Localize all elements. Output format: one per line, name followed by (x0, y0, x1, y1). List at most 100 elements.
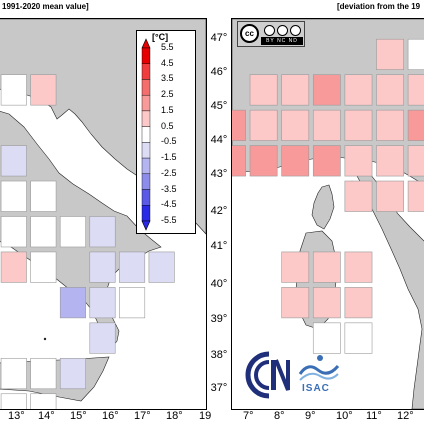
cc-license-badge[interactable]: cc BY NC ND (237, 21, 305, 47)
legend-tick-label: 4.5 (161, 57, 174, 68)
lat-label-45: 45° (210, 100, 228, 112)
grid-cell (407, 180, 424, 212)
grid-cell (0, 180, 27, 212)
lon-label-9: 9° (305, 410, 316, 422)
legend-band (141, 173, 151, 190)
grid-cell (89, 216, 116, 248)
legend-tick-label: -5.5 (161, 215, 177, 225)
legend-band (141, 79, 151, 96)
legend-tick-label: -4.5 (161, 199, 177, 210)
grid-cell (407, 145, 424, 177)
grid-cell (148, 251, 175, 283)
grid-cell (376, 180, 404, 212)
lon-label-14: 14° (38, 410, 55, 422)
lat-label-46: 46° (210, 66, 228, 78)
grid-cell (249, 145, 278, 177)
legend-band (141, 205, 151, 222)
nc-icon (277, 25, 288, 36)
lat-label-43: 43° (210, 168, 228, 180)
lat-label-47: 47° (210, 32, 228, 44)
grid-cell (0, 74, 27, 106)
nd-icon (290, 25, 301, 36)
grid-cell (59, 357, 86, 390)
grid-cell (376, 145, 404, 177)
lon-label-10: 10° (336, 410, 353, 422)
lon-label-18: 18° (166, 410, 183, 422)
lat-label-40: 40° (210, 278, 228, 290)
grid-cell (344, 287, 373, 319)
grid-cell (232, 145, 246, 177)
grid-cell (344, 109, 373, 141)
grid-cell (344, 145, 373, 177)
lat-label-41: 41° (210, 240, 228, 252)
grid-cell (312, 109, 341, 141)
grid-cells-right (232, 38, 424, 354)
legend-colorbar (141, 38, 151, 231)
cc-icon: cc (240, 24, 259, 43)
legend-band (141, 126, 151, 143)
lon-label-12: 12° (397, 410, 414, 422)
grid-cell (0, 357, 27, 390)
grid-cells-left (0, 74, 175, 409)
grid-cell (249, 109, 278, 141)
legend-band (141, 189, 151, 206)
grid-cell (281, 251, 310, 283)
grid-cell (312, 251, 341, 283)
grid-cell (344, 251, 373, 283)
island-ustica (43, 337, 47, 341)
isac-logo-text: ISAC (302, 383, 330, 394)
grid-cell (30, 251, 57, 283)
grid-cell (232, 109, 246, 141)
isac-wave-icon (298, 355, 340, 381)
grid-cell (30, 216, 57, 248)
grid-cell (281, 287, 310, 319)
legend-tick-label: -1.5 (161, 152, 177, 163)
legend-tick-label: -2.5 (161, 167, 177, 178)
legend-tick-label: 2.5 (161, 89, 174, 100)
grid-cell (0, 216, 27, 248)
legend-tick-label: 3.5 (161, 73, 174, 84)
legend-unit: [°C] (152, 32, 169, 42)
grid-cell (312, 74, 341, 106)
grid-cell (312, 322, 341, 354)
color-legend: [°C] 5.5 4.5 3.5 2.5 1.5 0.5 -0.5 -1.5 -2.5 -3.5 -… (136, 30, 196, 234)
legend-tick-label: 1.5 (161, 104, 174, 115)
panel-title-right: [deviation from the 19 (337, 2, 421, 11)
grid-cell (281, 74, 310, 106)
legend-tick-label: -0.5 (161, 136, 177, 147)
grid-cell (30, 393, 57, 409)
lat-label-44: 44° (210, 134, 228, 146)
legend-band (141, 110, 151, 127)
grid-cell (281, 109, 310, 141)
grid-cell (407, 74, 424, 106)
legend-band (141, 47, 151, 64)
grid-cell (344, 322, 373, 354)
grid-cell (0, 393, 27, 409)
grid-cell (407, 109, 424, 141)
lon-label-17: 17° (134, 410, 151, 422)
by-icon (264, 25, 275, 36)
grid-cell (59, 216, 86, 248)
isac-logo: ISAC (296, 352, 340, 398)
lat-label-37: 37° (210, 382, 228, 394)
grid-cell (30, 180, 57, 212)
lat-label-39: 39° (210, 313, 228, 325)
lon-label-15: 15° (70, 410, 87, 422)
grid-cell (376, 74, 404, 106)
grid-cell (0, 145, 27, 177)
grid-cell (59, 287, 86, 319)
lon-label-11: 11° (366, 410, 382, 422)
grid-cell (89, 287, 116, 319)
lon-label-8: 8° (274, 410, 285, 422)
cnr-logo (245, 351, 290, 399)
legend-band (141, 94, 151, 112)
cc-license-strip: BY NC ND (261, 37, 303, 45)
legend-bands (141, 47, 151, 222)
grid-cell (30, 74, 57, 106)
grid-cell (312, 145, 341, 177)
legend-band (141, 142, 151, 159)
grid-cell (0, 251, 27, 283)
panel-title-left: 1991-2020 mean value] (2, 2, 89, 11)
legend-arrow-bottom (141, 220, 151, 231)
grid-cell (249, 74, 278, 106)
